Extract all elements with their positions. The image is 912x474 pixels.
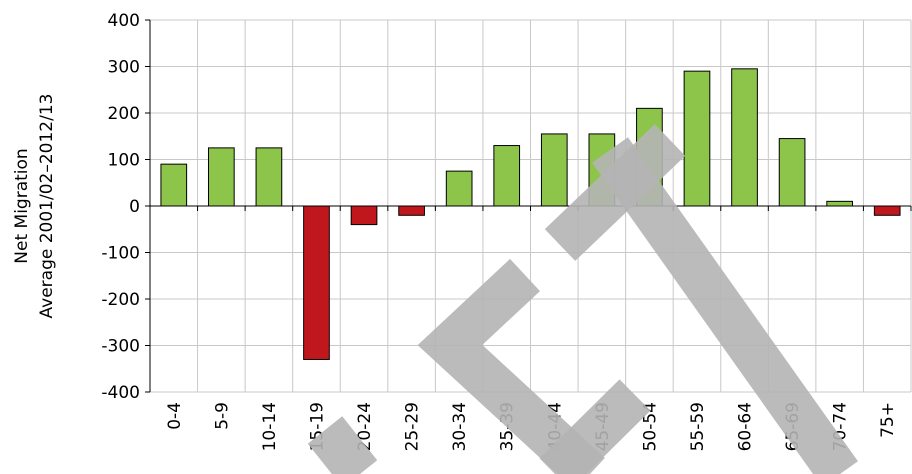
bar <box>303 205 330 360</box>
bar <box>445 170 473 207</box>
x-tick-label: 5-9 <box>212 402 232 430</box>
bar <box>778 138 806 207</box>
bar <box>826 200 853 207</box>
bar <box>540 133 568 207</box>
bar <box>683 70 711 207</box>
x-tick-label: 30-34 <box>450 402 470 451</box>
bar <box>398 205 425 216</box>
watermark-stroke <box>592 137 858 474</box>
y-tick-label: -300 <box>101 337 140 357</box>
watermark-stroke <box>417 258 605 474</box>
watermark <box>307 124 858 474</box>
watermark-stroke <box>307 416 378 474</box>
y-tick-label: -100 <box>101 244 140 264</box>
y-tick-label: -400 <box>101 383 140 403</box>
y-axis-label: Net Migration <box>12 148 32 263</box>
bar <box>493 145 521 207</box>
bar <box>873 205 901 216</box>
x-tick-label: 10-14 <box>260 402 280 451</box>
x-tick-label: 75+ <box>878 402 898 438</box>
x-tick-label: 25-29 <box>403 402 423 451</box>
bar <box>350 205 378 226</box>
watermark-stroke <box>539 379 651 474</box>
x-tick-label: 55-59 <box>688 402 708 451</box>
bar <box>208 147 235 207</box>
bar <box>731 68 758 207</box>
y-tick-label: 400 <box>108 11 140 31</box>
x-tick-label: 0-4 <box>165 402 185 430</box>
y-tick-label: 100 <box>108 151 140 171</box>
y-axis-label: Average 2001/02–2012/13 <box>37 94 57 319</box>
y-tick-label: 200 <box>108 104 140 124</box>
x-tick-label: 60-64 <box>736 402 756 451</box>
bar <box>160 163 188 207</box>
bar <box>255 147 283 207</box>
y-tick-label: 0 <box>129 197 140 217</box>
y-tick-label: 300 <box>108 58 140 78</box>
y-tick-label: -200 <box>101 290 140 310</box>
